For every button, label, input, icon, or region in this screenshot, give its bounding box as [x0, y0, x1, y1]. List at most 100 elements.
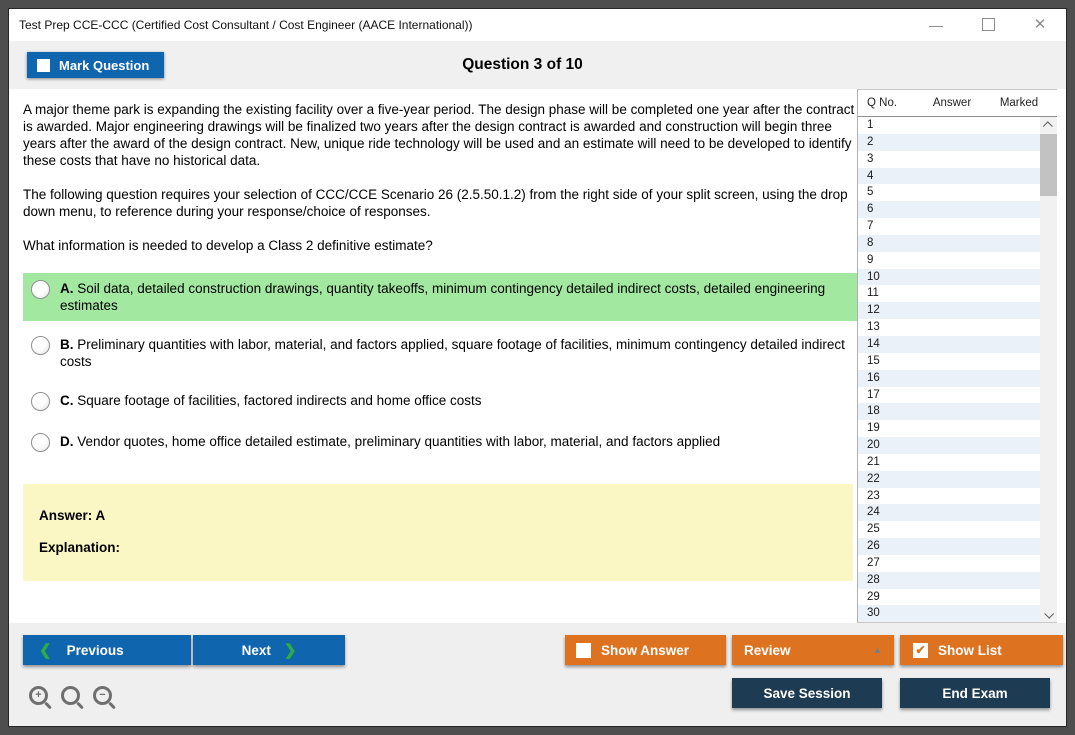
question-list-row[interactable]: 24 [858, 504, 1040, 522]
question-list-row[interactable]: 5 [867, 186, 874, 199]
caret-up-icon: ▲ [873, 645, 882, 655]
answer-label: Answer: A [39, 508, 106, 523]
window-controls: — ✕ [926, 9, 1050, 41]
question-list-row[interactable]: 29 [867, 590, 880, 603]
question-list-row[interactable]: 9 [867, 253, 874, 266]
question-list-row[interactable]: 19 [867, 422, 880, 435]
question-list-row[interactable]: 25 [867, 523, 880, 536]
zoom-reset-icon[interactable] [61, 686, 80, 705]
question-list-row[interactable]: 30 [858, 605, 1040, 622]
end-exam-button[interactable]: End Exam [900, 678, 1050, 708]
question-list-row[interactable]: 12 [858, 302, 1040, 320]
scroll-down-icon[interactable] [1040, 606, 1057, 622]
question-list-row[interactable]: 28 [858, 571, 1040, 589]
question-list-row[interactable]: 11 [867, 287, 879, 300]
previous-label: Previous [66, 642, 124, 658]
question-list-row[interactable]: 26 [858, 538, 1040, 555]
option-text: B. Preliminary quantities with labor, ma… [60, 337, 845, 369]
minimize-icon[interactable]: — [929, 17, 943, 33]
header-band: Mark Question Question 3 of 10 [9, 41, 1066, 89]
close-icon[interactable]: ✕ [1033, 16, 1047, 33]
show-answer-label: Show Answer [601, 642, 690, 658]
radio-button[interactable] [31, 392, 50, 411]
column-qno: Q No. [867, 97, 898, 109]
option-text: A. Soil data, detailed construction draw… [60, 281, 826, 313]
question-list-row[interactable]: 6 [858, 201, 1040, 219]
question-list-body: 1 2 3 4 5 6 7 8 9 10 11 [858, 117, 1057, 622]
question-list-row[interactable]: 21 [867, 455, 880, 468]
question-list-panel: Q No. Answer Marked 1 2 3 4 5 6 7 8 [857, 89, 1057, 623]
save-session-button[interactable]: Save Session [732, 678, 882, 708]
maximize-icon[interactable] [978, 17, 998, 33]
column-marked: Marked [999, 97, 1039, 109]
question-list-scrollbar[interactable] [1040, 117, 1057, 622]
app-window: Test Prep CCE-CCC (Certified Cost Consul… [8, 8, 1067, 727]
show-list-label: Show List [938, 642, 1002, 658]
main-content: A major theme park is expanding the exis… [9, 89, 1066, 623]
question-list-row[interactable]: 20 [858, 437, 1040, 454]
answer-option[interactable]: D. Vendor quotes, home office detailed e… [23, 426, 861, 459]
radio-button[interactable] [31, 280, 50, 299]
title-bar: Test Prep CCE-CCC (Certified Cost Consul… [9, 9, 1066, 41]
answer-option[interactable]: B. Preliminary quantities with labor, ma… [23, 329, 861, 377]
zoom-tools: + − [29, 686, 112, 705]
show-answer-checkbox[interactable] [576, 642, 591, 658]
question-list-row[interactable]: 1 [867, 119, 874, 131]
end-exam-label: End Exam [942, 685, 1008, 701]
scroll-up-icon[interactable] [1040, 117, 1057, 133]
radio-button[interactable] [31, 336, 50, 355]
question-list-row[interactable]: 8 [858, 234, 1040, 252]
question-paragraph: A major theme park is expanding the exis… [23, 102, 855, 168]
question-list-row[interactable]: 17 [867, 388, 880, 401]
radio-button[interactable] [31, 433, 50, 452]
question-list-row[interactable]: 27 [867, 556, 880, 569]
mark-question-button[interactable]: Mark Question [27, 52, 165, 78]
scrollbar-thumb[interactable] [1040, 134, 1057, 196]
next-label: Next [241, 642, 271, 658]
question-list-row[interactable]: 16 [858, 369, 1040, 387]
review-label: Review [744, 642, 791, 658]
show-list-checkbox[interactable]: ✔ [913, 642, 928, 658]
option-text: C. Square footage of facilities, factore… [60, 393, 482, 408]
question-paragraph: What information is needed to develop a … [23, 238, 433, 253]
question-list-header: Q No. Answer Marked [858, 90, 1057, 117]
previous-button[interactable]: ❮ Previous [23, 635, 191, 665]
show-list-button[interactable]: ✔ Show List [900, 635, 1063, 665]
question-list-row[interactable]: 3 [867, 152, 874, 165]
mark-question-checkbox[interactable] [37, 58, 50, 72]
option-text: D. Vendor quotes, home office detailed e… [60, 434, 721, 449]
save-session-label: Save Session [763, 685, 851, 701]
answer-option[interactable]: C. Square footage of facilities, factore… [23, 385, 861, 418]
zoom-out-icon[interactable]: − [93, 686, 112, 705]
question-list-row[interactable]: 15 [867, 354, 880, 367]
mark-question-label: Mark Question [59, 57, 150, 73]
check-icon: ✔ [915, 642, 926, 657]
question-list-row[interactable]: 22 [858, 470, 1040, 488]
chevron-right-icon: ❯ [283, 642, 297, 659]
explanation-label: Explanation: [39, 540, 121, 555]
answer-option[interactable]: A. Soil data, detailed construction draw… [23, 273, 861, 321]
question-text: A major theme park is expanding the exis… [23, 101, 854, 254]
question-progress-title: Question 3 of 10 [462, 56, 583, 73]
column-answer: Answer [932, 97, 972, 109]
question-list-row[interactable]: 4 [858, 167, 1040, 185]
zoom-in-icon[interactable]: + [29, 686, 48, 705]
next-button[interactable]: Next ❯ [193, 635, 345, 665]
question-list-row[interactable]: 7 [867, 220, 874, 233]
question-list-row[interactable]: 14 [858, 335, 1040, 353]
options-list: A. Soil data, detailed construction draw… [23, 273, 861, 459]
show-answer-button[interactable]: Show Answer [565, 635, 726, 665]
question-list-row[interactable]: 2 [858, 133, 1040, 151]
question-list-row[interactable]: 13 [867, 321, 880, 334]
question-paragraph: The following question requires your sel… [23, 187, 848, 219]
maximize-box [981, 17, 995, 31]
question-area: A major theme park is expanding the exis… [9, 89, 861, 623]
chevron-down-icon [1044, 608, 1055, 619]
review-dropdown-button[interactable]: Review ▲ [732, 635, 894, 665]
question-list-row[interactable]: 10 [858, 268, 1040, 286]
question-list-row[interactable]: 18 [858, 403, 1040, 421]
answer-explanation-box: Answer: A Explanation: [23, 484, 853, 581]
chevron-up-icon [1042, 120, 1053, 131]
question-list-row[interactable]: 23 [867, 489, 880, 502]
chevron-left-icon: ❮ [39, 642, 52, 659]
